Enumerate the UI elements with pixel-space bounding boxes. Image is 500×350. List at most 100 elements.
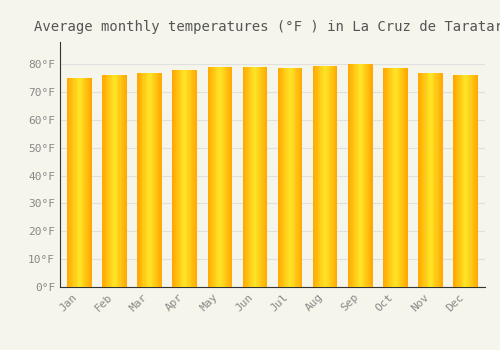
Bar [242, 67, 244, 287]
Bar [430, 73, 432, 287]
Bar [67, 78, 68, 287]
Bar [208, 67, 210, 287]
Bar [221, 67, 222, 287]
Bar [180, 70, 181, 287]
Bar [454, 75, 478, 287]
Bar [264, 67, 265, 287]
Bar [82, 78, 83, 287]
Bar [89, 78, 90, 287]
Bar [332, 66, 334, 287]
Bar [394, 69, 396, 287]
Bar [242, 67, 267, 287]
Bar [383, 69, 384, 287]
Bar [279, 69, 280, 287]
Bar [228, 67, 230, 287]
Bar [123, 75, 124, 287]
Bar [296, 69, 298, 287]
Bar [107, 75, 108, 287]
Bar [418, 73, 420, 287]
Bar [423, 73, 424, 287]
Bar [428, 73, 430, 287]
Bar [301, 69, 302, 287]
Bar [463, 75, 464, 287]
Bar [77, 78, 78, 287]
Bar [152, 73, 154, 287]
Bar [224, 67, 226, 287]
Bar [151, 73, 152, 287]
Bar [222, 67, 224, 287]
Bar [157, 73, 158, 287]
Bar [196, 70, 197, 287]
Bar [348, 64, 349, 287]
Bar [354, 64, 356, 287]
Bar [349, 64, 350, 287]
Bar [278, 69, 302, 287]
Bar [141, 73, 142, 287]
Bar [420, 73, 422, 287]
Bar [386, 69, 387, 287]
Bar [318, 66, 319, 287]
Bar [138, 73, 162, 287]
Bar [284, 69, 285, 287]
Title: Average monthly temperatures (°F ) in La Cruz de Taratara: Average monthly temperatures (°F ) in La… [34, 20, 500, 34]
Bar [73, 78, 74, 287]
Bar [182, 70, 184, 287]
Bar [113, 75, 114, 287]
Bar [176, 70, 178, 287]
Bar [172, 70, 197, 287]
Bar [192, 70, 194, 287]
Bar [142, 73, 144, 287]
Bar [258, 67, 260, 287]
Bar [433, 73, 434, 287]
Bar [175, 70, 176, 287]
Bar [473, 75, 474, 287]
Bar [434, 73, 436, 287]
Bar [144, 73, 146, 287]
Bar [160, 73, 162, 287]
Bar [90, 78, 92, 287]
Bar [246, 67, 248, 287]
Bar [124, 75, 126, 287]
Bar [117, 75, 118, 287]
Bar [70, 78, 72, 287]
Bar [424, 73, 426, 287]
Bar [314, 66, 316, 287]
Bar [295, 69, 296, 287]
Bar [114, 75, 116, 287]
Bar [300, 69, 301, 287]
Bar [254, 67, 255, 287]
Bar [476, 75, 478, 287]
Bar [290, 69, 292, 287]
Bar [427, 73, 428, 287]
Bar [138, 73, 140, 287]
Bar [280, 69, 281, 287]
Bar [322, 66, 324, 287]
Bar [214, 67, 215, 287]
Bar [313, 66, 338, 287]
Bar [220, 67, 221, 287]
Bar [442, 73, 443, 287]
Bar [359, 64, 360, 287]
Bar [399, 69, 400, 287]
Bar [328, 66, 329, 287]
Bar [265, 67, 266, 287]
Bar [118, 75, 120, 287]
Bar [156, 73, 157, 287]
Bar [178, 70, 180, 287]
Bar [190, 70, 191, 287]
Bar [140, 73, 141, 287]
Bar [334, 66, 335, 287]
Bar [472, 75, 473, 287]
Bar [111, 75, 112, 287]
Bar [122, 75, 123, 287]
Bar [390, 69, 392, 287]
Bar [440, 73, 442, 287]
Bar [116, 75, 117, 287]
Bar [464, 75, 466, 287]
Bar [215, 67, 216, 287]
Bar [278, 69, 279, 287]
Bar [72, 78, 73, 287]
Bar [260, 67, 261, 287]
Bar [439, 73, 440, 287]
Bar [191, 70, 192, 287]
